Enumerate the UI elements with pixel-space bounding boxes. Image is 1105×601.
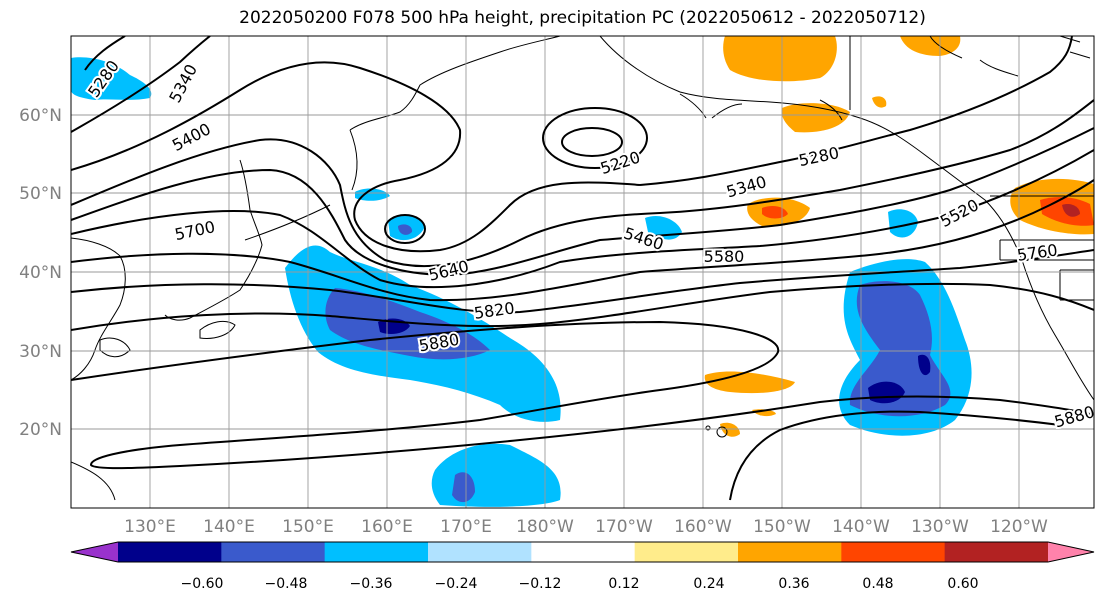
lon-tick-label: 130°W: [911, 517, 969, 537]
colorbar-tick-label: −0.36: [350, 576, 393, 592]
colorbar: −0.60 −0.48 −0.36 −0.24 −0.12 0.12 0.24 …: [70, 541, 1095, 592]
map-panel: 5280 5340 5400 5700 5640 5820 5880 5220 …: [19, 35, 1095, 537]
contour-label: 5580: [704, 247, 745, 266]
colorbar-swatch: [221, 542, 326, 562]
colorbar-swatch: [944, 542, 1049, 562]
lon-tick-label: 120°W: [990, 517, 1048, 537]
colorbar-swatch: [324, 542, 429, 562]
colorbar-swatch: [738, 542, 842, 562]
colorbar-swatch: [118, 542, 222, 562]
colorbar-outline: [70, 541, 1095, 563]
colorbar-tick-labels: −0.60 −0.48 −0.36 −0.24 −0.12 0.12 0.24 …: [181, 576, 979, 592]
colorbar-extend-high: [1048, 542, 1094, 562]
colorbar-swatch: [531, 542, 636, 562]
colorbar-swatch: [841, 542, 946, 562]
lon-tick-label: 170°W: [595, 517, 653, 537]
map-frame: [70, 35, 1095, 509]
lon-tick-label: 130°E: [124, 517, 176, 537]
colorbar-tick-label: 0.24: [693, 576, 724, 592]
lat-tick-label: 20°N: [19, 420, 62, 440]
colorbar-tick-label: 0.60: [947, 576, 978, 592]
map-gridlines: [71, 36, 1094, 508]
colorbar-tick-label: −0.24: [435, 576, 478, 592]
lon-tick-label: 140°E: [203, 517, 255, 537]
colorbar-tick-label: 0.36: [778, 576, 809, 592]
colorbar-swatch: [634, 542, 739, 562]
lon-tick-label: 160°E: [361, 517, 413, 537]
lat-tick-label: 60°N: [19, 106, 62, 126]
colorbar-tick-label: −0.60: [181, 576, 224, 592]
colorbar-swatch: [428, 542, 532, 562]
lon-tick-label: 140°W: [832, 517, 890, 537]
colorbar-tick-label: −0.48: [265, 576, 308, 592]
lon-tick-labels: 130°E 140°E 150°E 160°E 170°E 180°W 170°…: [124, 517, 1048, 537]
lat-tick-label: 50°N: [19, 184, 62, 204]
colorbar-tick-label: 0.12: [608, 576, 639, 592]
lat-tick-labels: 20°N 30°N 40°N 50°N 60°N: [19, 106, 62, 440]
height-contours: [71, 36, 1094, 501]
lat-tick-label: 40°N: [19, 263, 62, 283]
colorbar-swatches: [70, 541, 1095, 563]
colorbar-extend-low: [71, 542, 118, 562]
map-title: 2022050200 F078 500 hPa height, precipit…: [239, 8, 926, 28]
colorbar-tick-label: −0.12: [519, 576, 562, 592]
lon-tick-label: 170°E: [440, 517, 492, 537]
lat-tick-label: 30°N: [19, 342, 62, 362]
lon-tick-label: 180°W: [516, 517, 574, 537]
colorbar-tick-label: 0.48: [862, 576, 893, 592]
lon-tick-label: 150°W: [753, 517, 811, 537]
lon-tick-label: 160°W: [674, 517, 732, 537]
lon-tick-label: 150°E: [282, 517, 334, 537]
